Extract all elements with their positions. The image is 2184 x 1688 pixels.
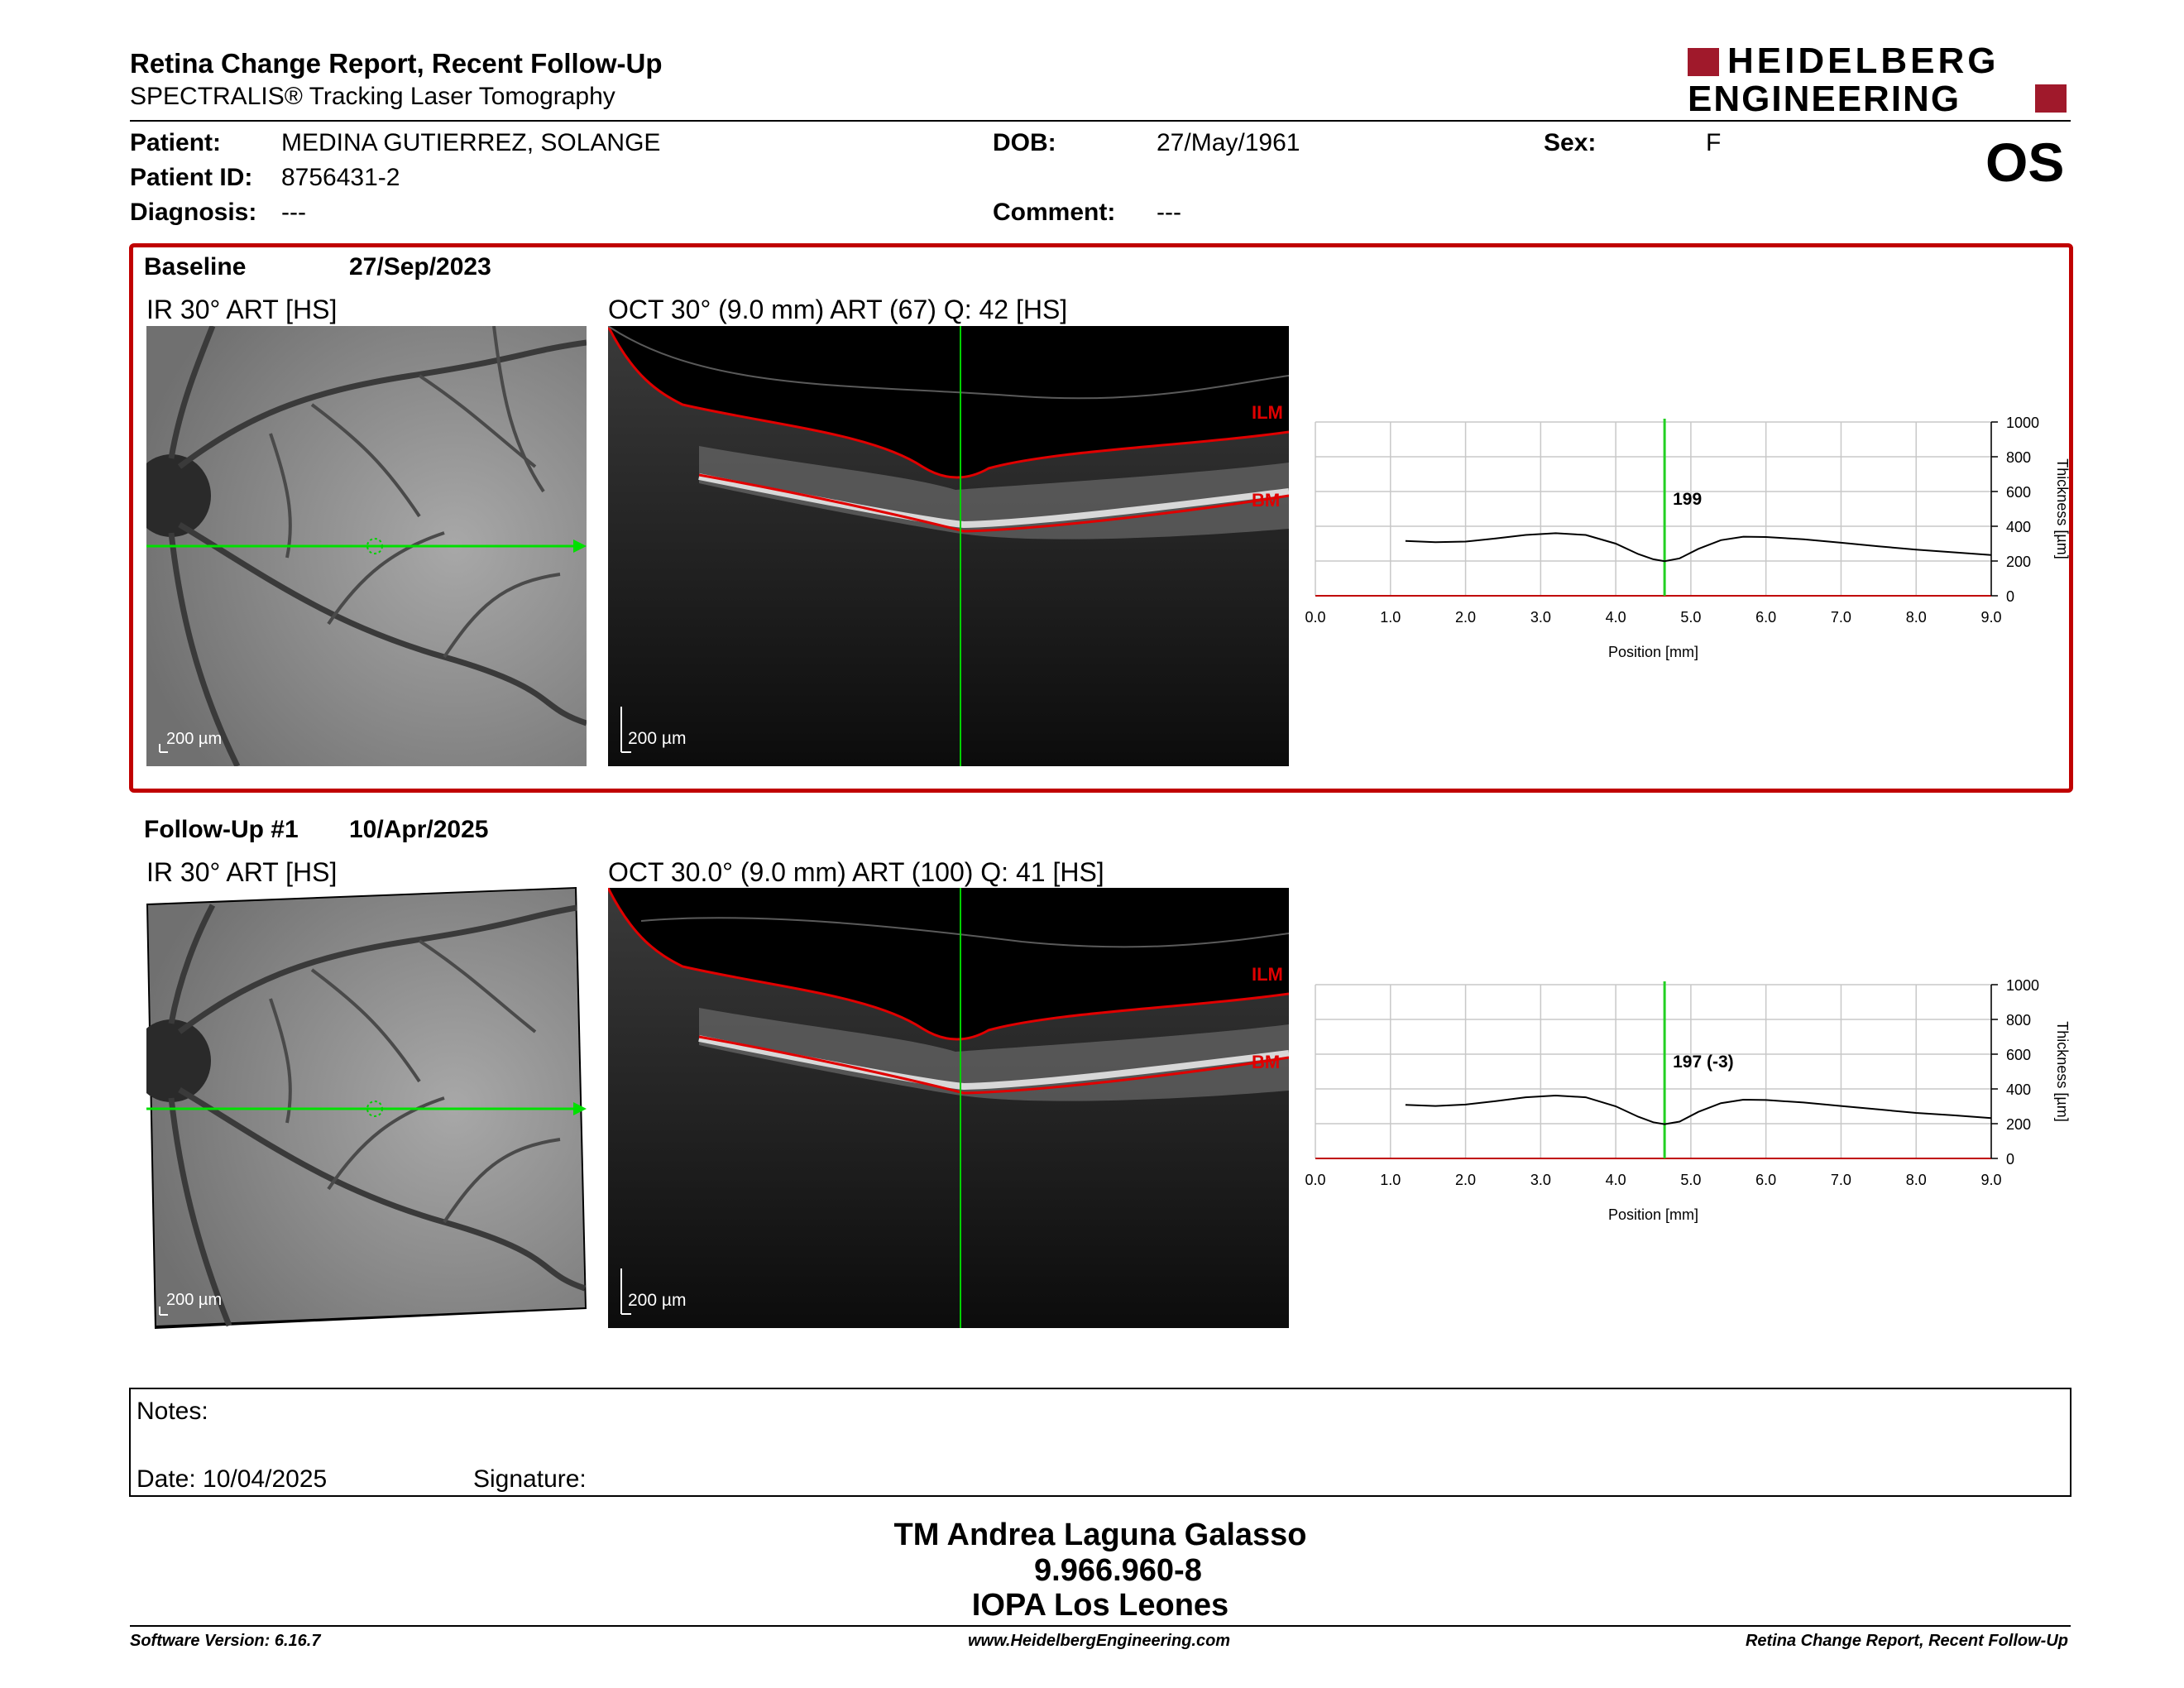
followup-ilm-label: ILM xyxy=(1252,964,1283,985)
x-tick-label: 2.0 xyxy=(1455,1172,1476,1188)
baseline-oct-drawing xyxy=(608,326,1289,766)
x-tick-label: 3.0 xyxy=(1530,609,1551,626)
x-tick-label: 6.0 xyxy=(1755,609,1776,626)
report-title: Retina Change Report, Recent Follow-Up xyxy=(130,48,663,79)
heidelberg-logo: HEIDELBERG ENGINEERING xyxy=(1688,41,2068,119)
footer-divider xyxy=(130,1625,2071,1627)
x-axis-label: Position [mm] xyxy=(1608,1206,1698,1223)
thickness-profile-line xyxy=(1405,532,1992,563)
logo-square-top xyxy=(1688,48,1719,76)
patient-name: MEDINA GUTIERREZ, SOLANGE xyxy=(281,129,661,156)
y-tick-label: 800 xyxy=(2006,1012,2031,1029)
x-axis-label: Position [mm] xyxy=(1608,644,1698,660)
y-tick-label: 400 xyxy=(2006,519,2031,535)
dob-value: 27/May/1961 xyxy=(1157,129,1300,156)
y-tick-label: 0 xyxy=(2006,1151,2014,1168)
y-tick-label: 1000 xyxy=(2006,977,2039,994)
comment-value: --- xyxy=(1157,199,1181,226)
y-tick-label: 1000 xyxy=(2006,415,2039,431)
x-tick-label: 7.0 xyxy=(1831,609,1851,626)
logo-square-bottom xyxy=(2035,84,2067,113)
followup-label: Follow-Up #1 xyxy=(144,816,299,843)
y-tick-label: 0 xyxy=(2006,588,2014,605)
notes-label: Notes: xyxy=(136,1398,208,1425)
baseline-label: Baseline xyxy=(144,253,247,281)
x-tick-label: 0.0 xyxy=(1305,609,1325,626)
baseline-oct-title: OCT 30° (9.0 mm) ART (67) Q: 42 [HS] xyxy=(608,295,1068,324)
baseline-ir-scale-label: 200 µm xyxy=(166,730,223,748)
dob-label: DOB: xyxy=(993,129,1056,156)
x-tick-label: 9.0 xyxy=(1980,609,2001,626)
x-tick-label: 0.0 xyxy=(1305,1172,1325,1188)
diagnosis-value: --- xyxy=(281,199,306,226)
patient-name-label: Patient: xyxy=(130,129,222,156)
report-subtitle: SPECTRALIS® Tracking Laser Tomography xyxy=(130,83,615,110)
x-tick-label: 8.0 xyxy=(1906,609,1927,626)
followup-date: 10/Apr/2025 xyxy=(349,816,489,843)
y-tick-label: 600 xyxy=(2006,484,2031,501)
baseline-ilm-label: ILM xyxy=(1252,402,1283,423)
x-tick-label: 5.0 xyxy=(1680,1172,1701,1188)
baseline-date: 27/Sep/2023 xyxy=(349,253,491,281)
cursor-value-label: 197 (-3) xyxy=(1673,1053,1734,1072)
followup-ir-fundus-image: 200 µm xyxy=(146,887,587,1329)
y-tick-label: 800 xyxy=(2006,449,2031,466)
notes-date: Date: 10/04/2025 xyxy=(136,1465,328,1493)
signatory-id: 9.966.960-8 xyxy=(1034,1553,1202,1588)
x-tick-label: 1.0 xyxy=(1380,1172,1401,1188)
y-tick-label: 400 xyxy=(2006,1081,2031,1098)
followup-oct-drawing xyxy=(608,888,1289,1328)
x-tick-label: 8.0 xyxy=(1906,1172,1927,1188)
y-tick-label: 600 xyxy=(2006,1047,2031,1063)
logo-text-line2: ENGINEERING xyxy=(1688,79,1961,119)
followup-bm-label: BM xyxy=(1252,1052,1281,1072)
baseline-frame xyxy=(129,243,2073,793)
website-link[interactable]: www.HeidelbergEngineering.com xyxy=(968,1632,1231,1650)
y-tick-label: 200 xyxy=(2006,1116,2031,1133)
followup-oct-title: OCT 30.0° (9.0 mm) ART (100) Q: 41 [HS] xyxy=(608,857,1104,887)
signature-label: Signature: xyxy=(473,1465,587,1493)
followup-oct-scale-label: 200 µm xyxy=(628,1291,687,1310)
y-tick-label: 200 xyxy=(2006,554,2031,570)
software-version: Software Version: 6.16.7 xyxy=(130,1632,321,1650)
patient-id-label: Patient ID: xyxy=(130,164,253,191)
followup-ir-drawing xyxy=(146,887,587,1329)
eye-laterality: OS xyxy=(1985,132,2065,193)
patient-id: 8756431-2 xyxy=(281,164,400,191)
x-tick-label: 4.0 xyxy=(1606,609,1626,626)
baseline-ir-fundus-image: 200 µm xyxy=(146,326,587,766)
baseline-thickness-chart: 0.0 1.0 2.0 3.0 4.0 5.0 6.0 7.0 8.0 9.0 0 200 400 600… xyxy=(1305,415,2071,660)
diagnosis-label: Diagnosis: xyxy=(130,199,257,226)
baseline-oct-scale-label: 200 µm xyxy=(628,729,687,748)
followup-oct-bscan-image: ILM BM 200 µm xyxy=(608,888,1289,1328)
x-tick-label: 6.0 xyxy=(1755,1172,1776,1188)
followup-thickness-chart: 0.0 1.0 2.0 3.0 4.0 5.0 6.0 7.0 8.0 9.0 0 200 400 600… xyxy=(1305,977,2071,1223)
notes-box: Notes: Date: 10/04/2025 Signature: xyxy=(129,1388,2071,1497)
x-tick-label: 1.0 xyxy=(1380,609,1401,626)
baseline-ir-drawing xyxy=(146,326,587,766)
comment-label: Comment: xyxy=(993,199,1116,226)
x-tick-label: 5.0 xyxy=(1680,609,1701,626)
followup-ir-title: IR 30° ART [HS] xyxy=(146,857,338,887)
baseline-ir-title: IR 30° ART [HS] xyxy=(146,295,338,324)
logo-text-line1: HEIDELBERG xyxy=(1727,41,2000,81)
sex-label: Sex: xyxy=(1544,129,1597,156)
sex-value: F xyxy=(1706,129,1722,156)
baseline-oct-bscan-image: ILM BM 200 µm xyxy=(608,326,1289,766)
y-axis-label: Thickness [µm] xyxy=(2054,1021,2071,1121)
baseline-bm-label: BM xyxy=(1252,490,1281,511)
x-tick-label: 9.0 xyxy=(1980,1172,2001,1188)
thickness-profile-line xyxy=(1405,1094,1992,1125)
x-tick-label: 2.0 xyxy=(1455,609,1476,626)
x-tick-label: 4.0 xyxy=(1606,1172,1626,1188)
footer-report-name: Retina Change Report, Recent Follow-Up xyxy=(1745,1632,2068,1650)
signatory-institution: IOPA Los Leones xyxy=(971,1588,1229,1623)
y-axis-label: Thickness [µm] xyxy=(2054,458,2071,559)
signatory-name: TM Andrea Laguna Galasso xyxy=(893,1518,1307,1552)
cursor-value-label: 199 xyxy=(1673,490,1702,509)
followup-ir-scale-label: 200 µm xyxy=(166,1291,223,1309)
x-tick-label: 7.0 xyxy=(1831,1172,1851,1188)
x-tick-label: 3.0 xyxy=(1530,1172,1551,1188)
header-divider xyxy=(130,120,2071,122)
